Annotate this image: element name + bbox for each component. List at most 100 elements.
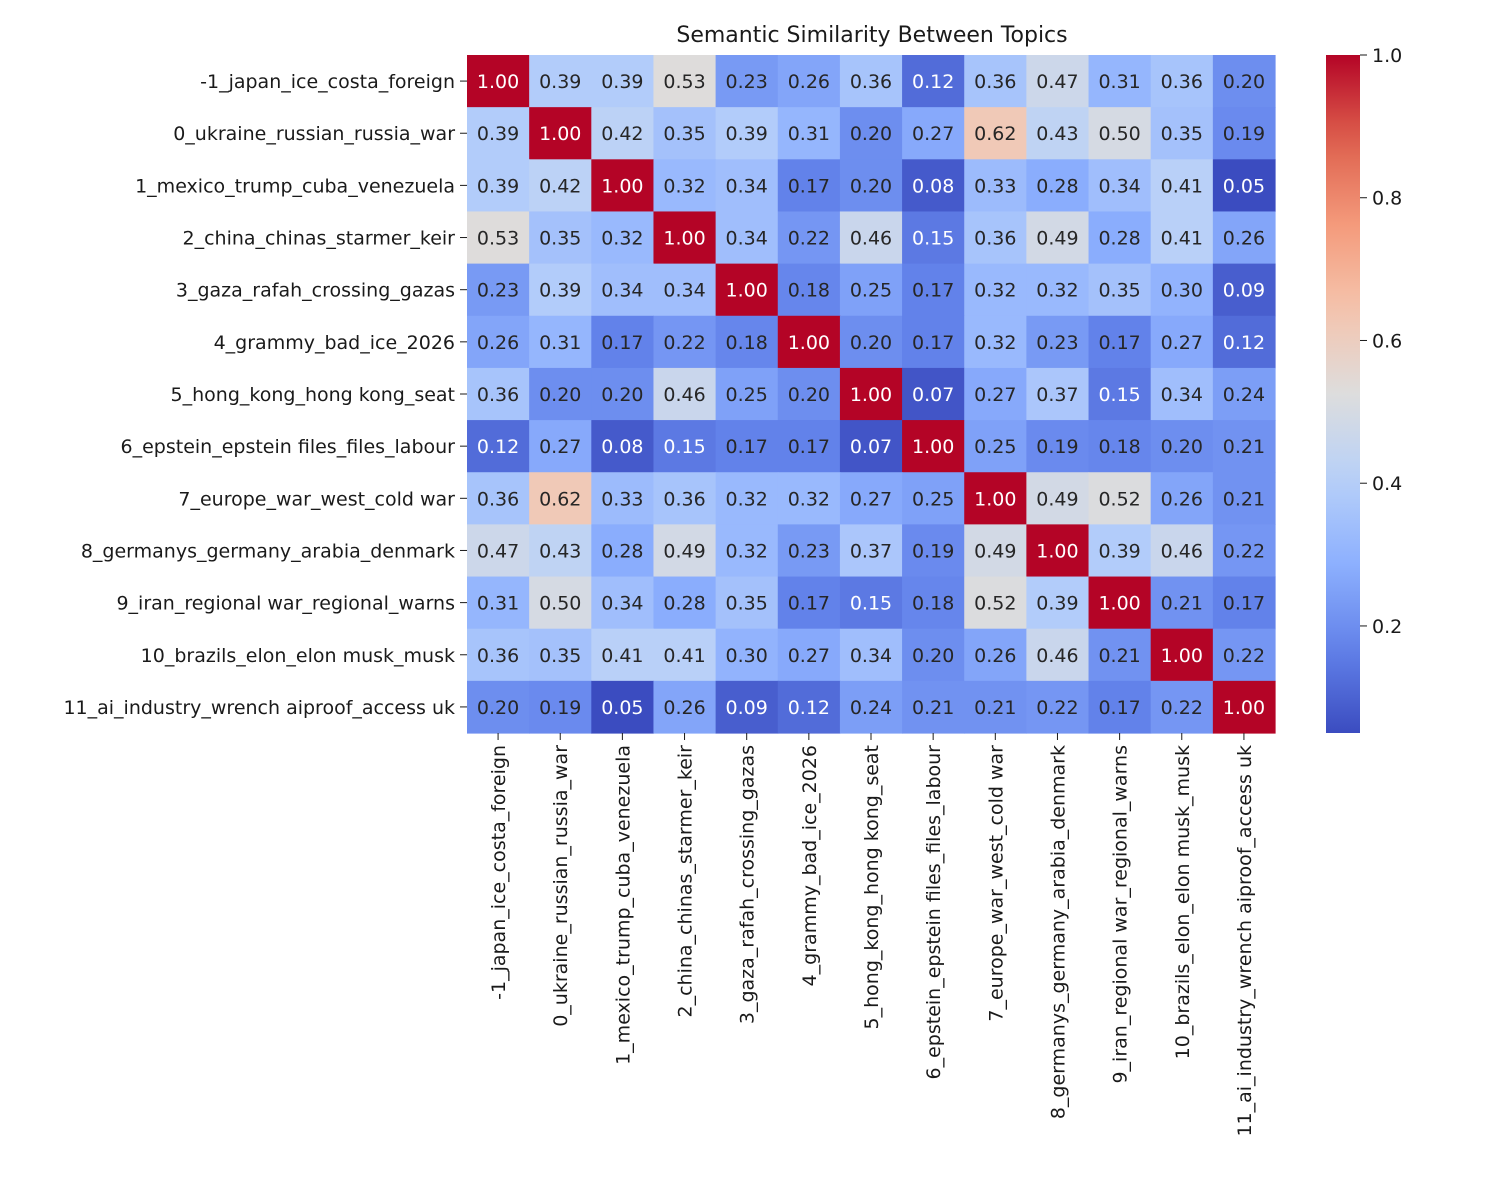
cell-value-label: 0.35 <box>1161 123 1203 145</box>
heatmap-cell <box>1088 472 1152 525</box>
cell-value-label: 0.41 <box>601 645 643 667</box>
heatmap-cell <box>467 315 530 369</box>
cell-value-label: 0.18 <box>912 593 954 615</box>
heatmap-cell <box>591 680 655 734</box>
heatmap-cell <box>839 367 903 421</box>
cell-value-label: 0.36 <box>663 488 705 510</box>
heatmap-cell <box>1088 55 1152 108</box>
cell-value-label: 0.27 <box>539 436 581 458</box>
row-tick-labels: -1_japan_ice_costa_foreign 0_ukraine_russ… <box>63 71 467 719</box>
heatmap-cell <box>467 55 530 108</box>
heatmap-cell <box>715 315 779 369</box>
heatmap-cell <box>902 628 965 682</box>
cell-value-label: 0.42 <box>539 175 581 197</box>
heatmap-cell <box>1088 159 1152 213</box>
heatmap-cell <box>1026 159 1090 213</box>
cell-value-label: 0.20 <box>850 332 892 354</box>
heatmap-cell <box>1026 107 1090 160</box>
cell-value-label: 0.34 <box>726 228 768 250</box>
cell-value-label: 0.17 <box>912 332 954 354</box>
heatmap-cell <box>1026 680 1090 734</box>
cell-value-label: 0.32 <box>788 488 830 510</box>
heatmap-cell <box>1150 107 1214 160</box>
cell-value-label: 0.62 <box>539 488 581 510</box>
heatmap-cell <box>1088 680 1152 734</box>
cell-value-label: 0.39 <box>1098 540 1140 562</box>
heatmap-cell <box>777 576 841 630</box>
cell-value-label: 0.32 <box>1036 280 1078 302</box>
heatmap-cell <box>777 472 841 525</box>
heatmap-cells <box>467 55 1276 734</box>
cell-value-label: 0.15 <box>1098 384 1140 406</box>
cell-value-label: 0.35 <box>1098 280 1140 302</box>
column-tick-label: 0_ukraine_russian_russia_war <box>550 745 572 1027</box>
heatmap-cell <box>1212 576 1276 630</box>
cell-value-label: 0.27 <box>850 488 892 510</box>
cell-value-label: 0.32 <box>974 332 1016 354</box>
heatmap-cell <box>715 159 779 213</box>
heatmap-cell <box>777 55 841 108</box>
cell-value-label: 0.22 <box>1036 697 1078 719</box>
heatmap-cell <box>1088 367 1152 421</box>
column-tick-label: 11_ai_industry_wrench aiproof_access uk <box>1234 745 1256 1137</box>
heatmap-cell <box>653 107 717 160</box>
heatmap-cell <box>1088 524 1152 578</box>
cell-value-label: 0.26 <box>1161 488 1203 510</box>
cell-value-label: 0.28 <box>1036 175 1078 197</box>
cell-value-label: 0.23 <box>726 71 768 93</box>
heatmap-cell <box>902 107 965 160</box>
heatmap-cell <box>902 472 965 525</box>
heatmap-cell <box>1150 628 1214 682</box>
cell-value-label: 0.27 <box>788 645 830 667</box>
cell-value-label: 0.35 <box>539 228 581 250</box>
heatmap-cell <box>467 524 530 578</box>
heatmap-cell <box>591 367 655 421</box>
heatmap-cell <box>1212 628 1276 682</box>
cell-value-label: 0.46 <box>1036 645 1078 667</box>
heatmap-cell <box>1150 576 1214 630</box>
cell-value-label: 0.46 <box>1161 540 1203 562</box>
cell-value-label: 0.32 <box>726 540 768 562</box>
heatmap-cell <box>902 576 965 630</box>
cell-value-label: 0.22 <box>1161 697 1203 719</box>
heatmap-cell <box>591 472 655 525</box>
heatmap-cell <box>715 367 779 421</box>
cell-value-label: 1.00 <box>601 175 643 197</box>
cell-value-label: 0.34 <box>726 175 768 197</box>
cell-value-label: 0.46 <box>663 384 705 406</box>
cell-value-label: 1.00 <box>1098 593 1140 615</box>
cell-value-label: 0.20 <box>788 384 830 406</box>
cell-value-label: 0.20 <box>1223 71 1265 93</box>
heatmap-cell <box>1088 628 1152 682</box>
heatmap-cell <box>653 55 717 108</box>
heatmap-cell <box>715 680 779 734</box>
cell-value-label: 0.18 <box>1098 436 1140 458</box>
heatmap-cell <box>529 576 592 630</box>
heatmap-cell <box>1026 211 1090 265</box>
cell-value-label: 0.17 <box>788 593 830 615</box>
heatmap-cell <box>1150 420 1214 473</box>
heatmap-cell <box>1088 315 1152 369</box>
heatmap-cell <box>839 680 903 734</box>
heatmap-cell <box>591 159 655 213</box>
heatmap-cell <box>1150 680 1214 734</box>
heatmap-cell <box>839 55 903 108</box>
heatmap-cell <box>715 211 779 265</box>
heatmap-cell <box>653 315 717 369</box>
row-tick-label: 1_mexico_trump_cuba_venezuela <box>135 175 455 197</box>
heatmap-cell <box>653 420 717 473</box>
column-tick-label: 1_mexico_trump_cuba_venezuela <box>612 745 634 1065</box>
column-tick-label: 10_brazils_elon_elon musk_musk <box>1172 745 1194 1059</box>
heatmap-cell <box>591 576 655 630</box>
cell-value-label: 0.17 <box>1098 697 1140 719</box>
cell-value-label: 0.23 <box>1036 332 1078 354</box>
cell-value-label: 0.36 <box>974 228 1016 250</box>
heatmap-cell <box>839 211 903 265</box>
heatmap-cell <box>964 55 1027 108</box>
cell-value-label: 0.05 <box>601 697 643 719</box>
heatmap-cell <box>653 211 717 265</box>
heatmap-cell <box>653 628 717 682</box>
cell-value-label: 0.08 <box>912 175 954 197</box>
heatmap-cell <box>1212 107 1276 160</box>
cell-value-label: 0.39 <box>477 123 519 145</box>
